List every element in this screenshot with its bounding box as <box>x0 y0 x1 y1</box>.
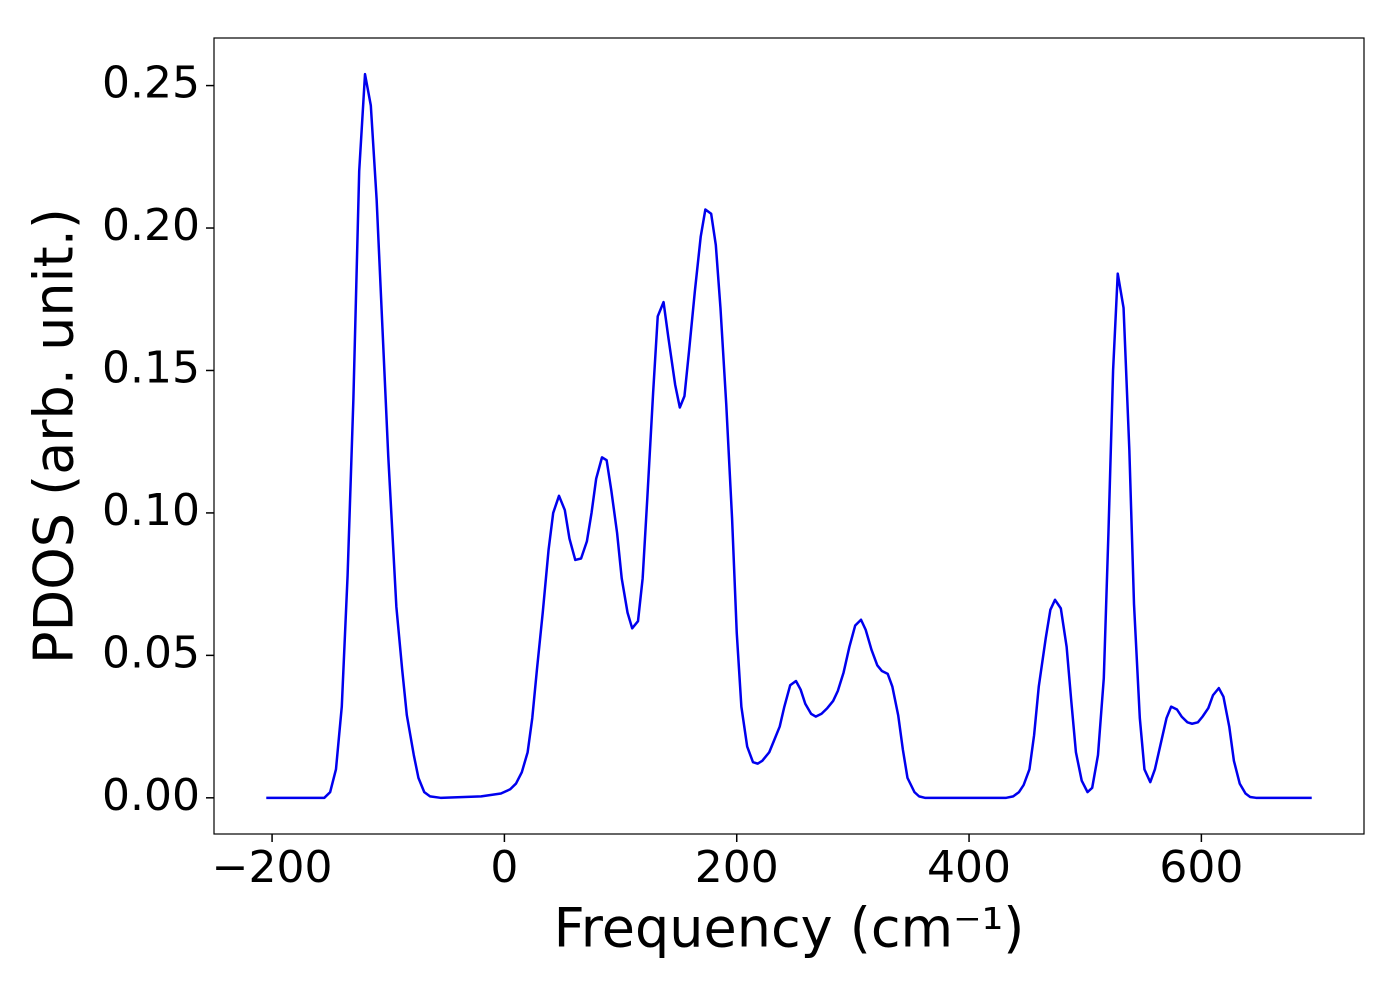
x-tick-label: −200 <box>212 842 333 893</box>
data-line <box>266 72 1312 800</box>
y-tick-label: 0.00 <box>102 770 200 821</box>
x-tick-label: 600 <box>1159 842 1243 893</box>
y-axis-label: PDOS (arb. unit.) <box>23 208 86 664</box>
y-tick-label: 0.05 <box>102 627 200 678</box>
x-tick-label: 400 <box>927 842 1011 893</box>
y-tick-label: 0.20 <box>102 200 200 251</box>
y-tick-label: 0.10 <box>102 485 200 536</box>
plot-frame <box>213 37 1365 835</box>
x-tick-label: 200 <box>695 842 779 893</box>
y-tick-label: 0.25 <box>102 58 200 109</box>
x-tick-label: 0 <box>490 842 518 893</box>
x-axis-label: Frequency (cm⁻¹) <box>554 897 1025 960</box>
y-tick-label: 0.15 <box>102 342 200 393</box>
